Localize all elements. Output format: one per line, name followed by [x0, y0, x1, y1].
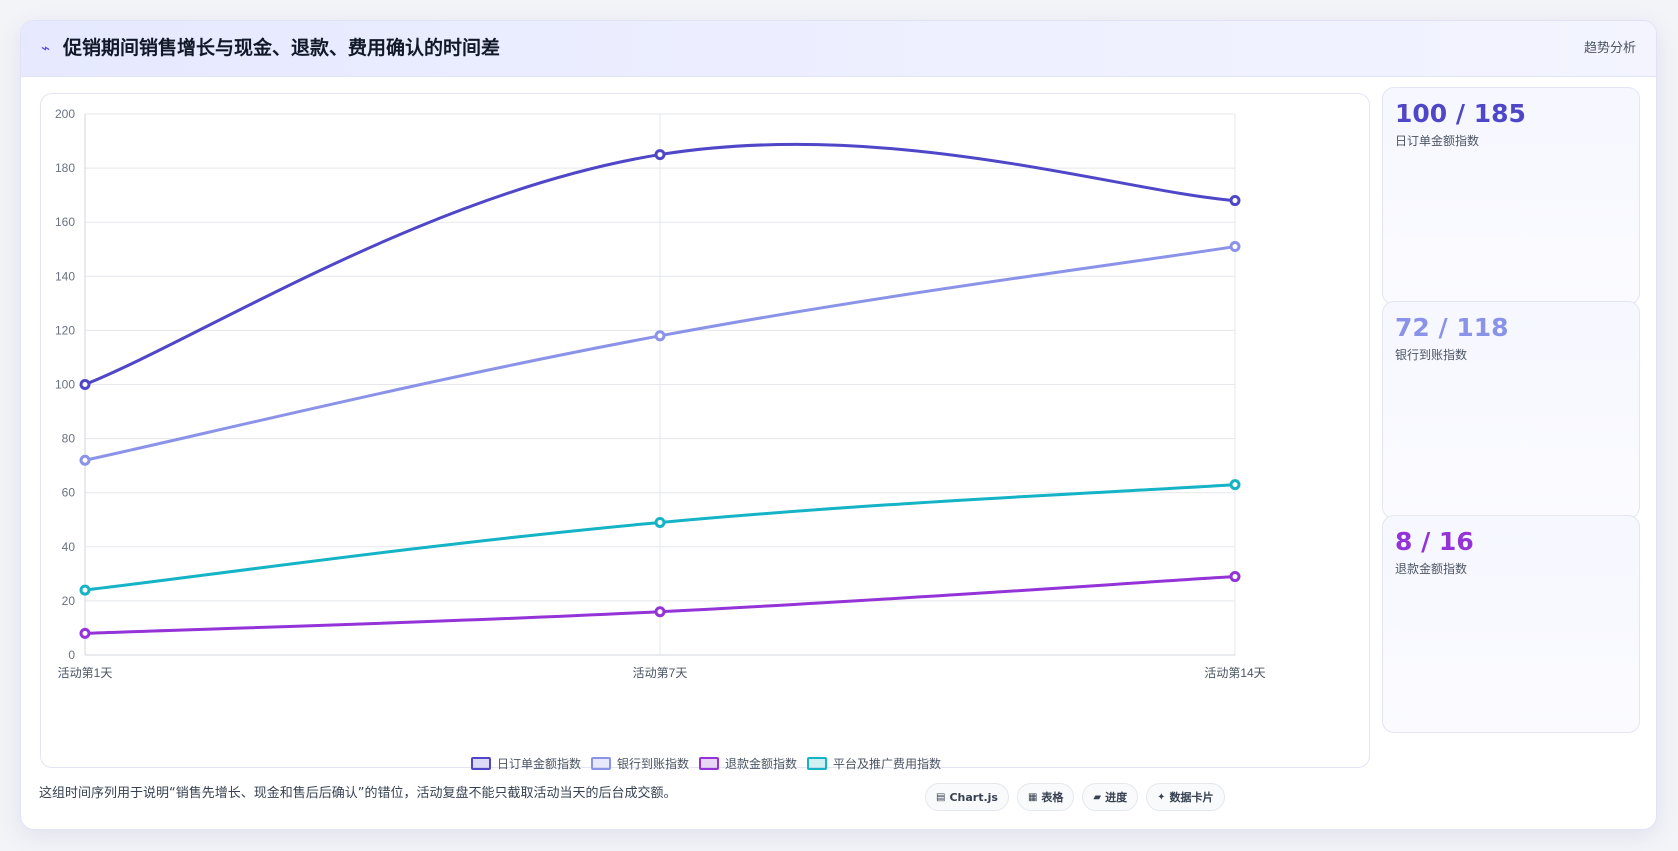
y-tick-label: 20: [62, 594, 76, 608]
badge-label: 进度: [1105, 791, 1128, 804]
kpi-card-orders: 100 / 185 日订单金额指数: [1382, 87, 1640, 305]
data-point: [79, 379, 91, 390]
y-tick-label: 60: [62, 486, 76, 500]
legend-label: 日订单金额指数: [496, 756, 581, 771]
progress-icon: ▰: [1093, 791, 1102, 803]
y-tick-label: 200: [55, 107, 75, 121]
kpi-value: 8 / 16: [1395, 527, 1474, 556]
y-tick-label: 80: [62, 432, 76, 446]
data-point: [654, 516, 666, 528]
data-point: [1229, 479, 1241, 491]
data-point: [1229, 571, 1241, 583]
y-tick-label: 40: [62, 540, 76, 554]
badge-label: 表格: [1041, 791, 1064, 804]
data-point: [79, 454, 91, 466]
badge-table[interactable]: ▦ 表格: [1016, 783, 1075, 811]
data-point: [654, 330, 666, 342]
kpi-card-bank: 72 / 118 银行到账指数: [1382, 301, 1640, 519]
x-tick-label: 活动第7天: [633, 666, 688, 680]
data-point: [79, 627, 91, 639]
badge-data-card[interactable]: ✦ 数据卡片: [1146, 783, 1225, 811]
panel-header: ⌁ 促销期间销售增长与现金、退款、费用确认的时间差 趋势分析: [21, 21, 1656, 77]
kpi-label: 银行到账指数: [1395, 348, 1468, 362]
line-chart: 0 20 40 60 80 100 120 140 160 180 200 活动第1天 活动第7天 活动第…: [55, 107, 1266, 680]
line-chart-card: 0 20 40 60 80 100 120 140 160 180 200 活动第1天 活动第7天 活动第…: [40, 93, 1370, 771]
chart-legend: 日订单金额指数 银行到账指数 退款金额指数 平台及推广费用指数: [41, 752, 1371, 774]
legend-item[interactable]: 日订单金额指数: [470, 755, 581, 772]
badge-label: 数据卡片: [1169, 791, 1214, 804]
analysis-tag: 趋势分析: [1583, 41, 1636, 56]
x-tick-label: 活动第14天: [1204, 666, 1265, 680]
legend-swatch: [699, 756, 719, 770]
legend-item[interactable]: 退款金额指数: [699, 755, 797, 772]
table-icon: ▦: [1027, 791, 1038, 803]
footnote: 这组时间序列用于说明“销售先增长、现金和售后后确认”的错位，活动复盘不能只截取活…: [39, 786, 677, 801]
kpi-label: 退款金额指数: [1395, 562, 1468, 576]
kpi-value: 72 / 118: [1395, 313, 1509, 342]
kpi-value: 100 / 185: [1395, 99, 1526, 128]
kpi-label: 日订单金额指数: [1395, 134, 1480, 148]
legend-item[interactable]: 平台及推广费用指数: [807, 755, 941, 772]
y-tick-label: 160: [55, 215, 75, 229]
y-tick-label: 180: [55, 161, 75, 175]
card-icon: ✦: [1157, 791, 1166, 803]
x-tick-label: 活动第1天: [58, 666, 113, 680]
data-point: [1229, 195, 1241, 207]
legend-label: 银行到账指数: [616, 756, 689, 771]
tech-badges: ▤ Chart.js ▦ 表格 ▰ 进度 ✦ 数据卡片: [925, 783, 1225, 811]
badge-label: Chart.js: [949, 790, 998, 804]
y-tick-label: 0: [68, 648, 75, 662]
legend-label: 平台及推广费用指数: [833, 756, 942, 771]
legend-swatch: [470, 756, 491, 770]
trend-icon: ⌁: [41, 39, 51, 57]
legend-swatch: [590, 756, 611, 770]
data-point: [654, 149, 666, 161]
chart-panel: ⌁ 促销期间销售增长与现金、退款、费用确认的时间差 趋势分析 0 20 40 60 80…: [20, 20, 1657, 830]
badge-progress[interactable]: ▰ 进度: [1082, 783, 1139, 811]
data-point: [79, 584, 91, 596]
y-tick-label: 140: [55, 269, 75, 283]
legend-label: 退款金额指数: [725, 756, 798, 771]
legend-swatch: [807, 756, 828, 770]
panel-title: 促销期间销售增长与现金、退款、费用确认的时间差: [63, 37, 501, 59]
data-point: [654, 606, 666, 618]
legend-item[interactable]: 银行到账指数: [590, 755, 689, 772]
chart-icon: ▤: [936, 791, 946, 803]
badge-chartjs[interactable]: ▤ Chart.js: [925, 783, 1009, 811]
kpi-card-refund: 8 / 16 退款金额指数: [1382, 515, 1640, 733]
y-tick-label: 120: [55, 323, 75, 337]
y-tick-label: 100: [55, 378, 75, 392]
data-point: [1229, 241, 1241, 253]
